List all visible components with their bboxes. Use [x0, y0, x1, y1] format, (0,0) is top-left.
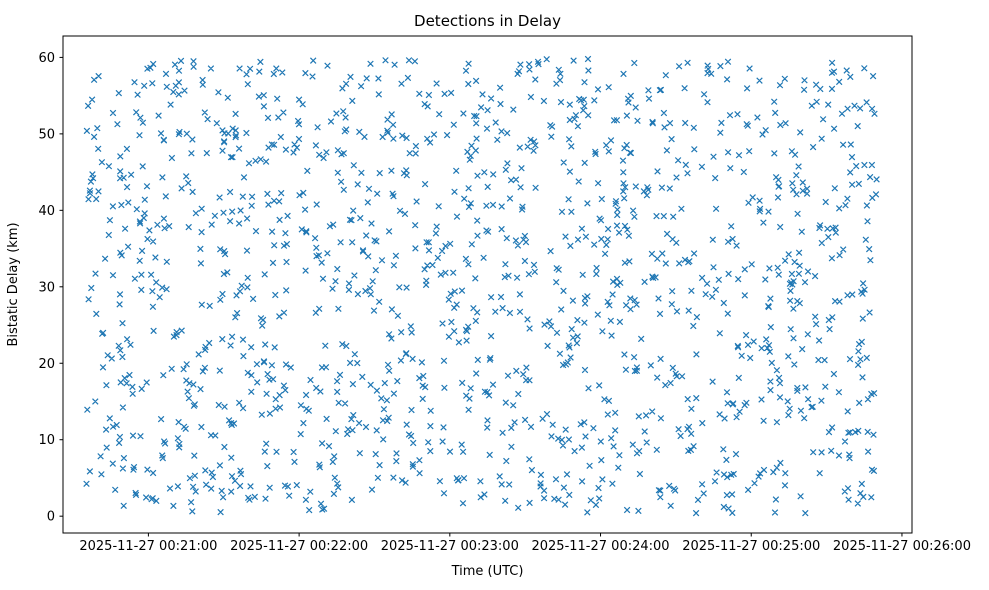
- x-tick-label: 2025-11-27 00:23:00: [381, 539, 519, 554]
- y-tick-label: 40: [38, 204, 55, 219]
- x-tick-label: 2025-11-27 00:24:00: [531, 539, 669, 554]
- x-tick-label: 2025-11-27 00:22:00: [230, 539, 368, 554]
- y-tick-label: 30: [38, 280, 55, 295]
- y-tick-label: 20: [38, 357, 55, 372]
- axis-ticks: 2025-11-27 00:21:00 2025-11-27 00:22:00 20…: [38, 51, 971, 554]
- scatter-marker-path: [83, 55, 880, 517]
- x-axis-label: Time (UTC): [451, 564, 524, 579]
- scatter-points: [83, 55, 880, 517]
- chart-title: Detections in Delay: [414, 12, 561, 30]
- x-tick-label: 2025-11-27 00:25:00: [682, 539, 820, 554]
- x-tick-label: 2025-11-27 00:26:00: [833, 539, 971, 554]
- plot-area: [62, 35, 913, 534]
- y-tick-label: 60: [38, 51, 55, 66]
- y-tick-label: 10: [38, 433, 55, 448]
- y-tick-label: 50: [38, 127, 55, 142]
- x-tick-label: 2025-11-27 00:21:00: [79, 539, 217, 554]
- y-axis-label: Bistatic Delay (km): [6, 222, 21, 346]
- y-tick-label: 0: [47, 510, 55, 525]
